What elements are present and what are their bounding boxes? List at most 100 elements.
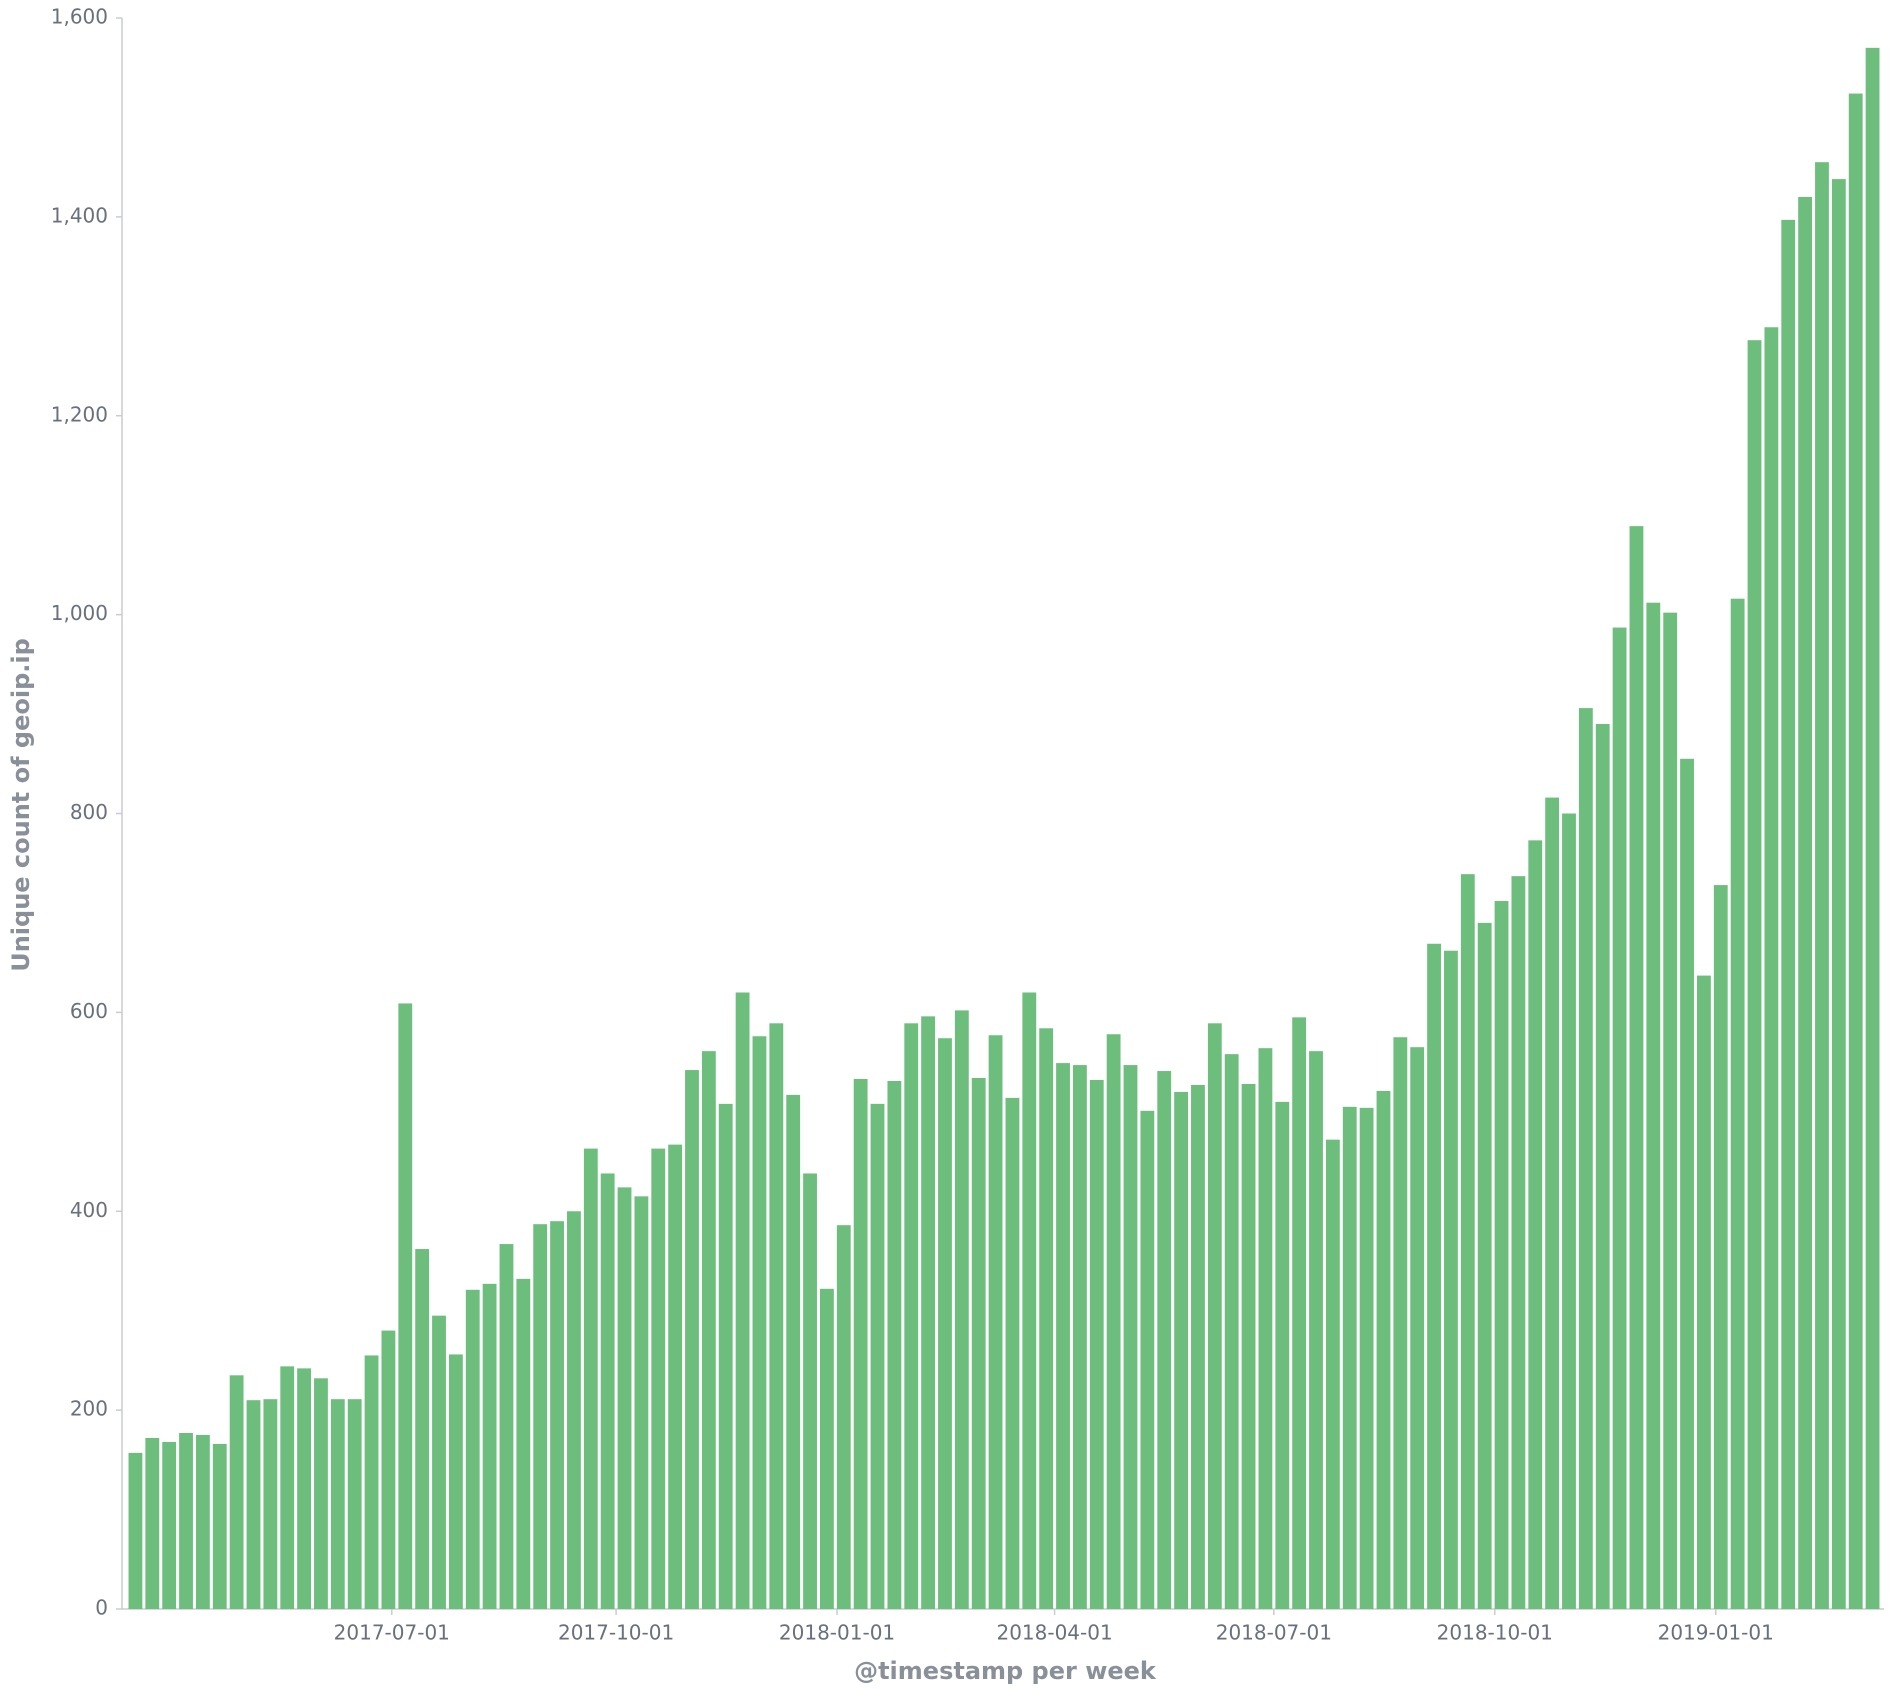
- bar: [1174, 1091, 1189, 1609]
- bar: [128, 1452, 143, 1609]
- bar: [1815, 162, 1829, 1610]
- bar: [1865, 47, 1880, 1609]
- bar: [938, 1038, 952, 1609]
- bar: [145, 1437, 160, 1609]
- bar: [482, 1283, 497, 1609]
- x-tick-label: 2018-01-01: [779, 1621, 895, 1645]
- bar: [432, 1315, 446, 1609]
- bar: [1831, 179, 1846, 1609]
- bar: [769, 1023, 784, 1609]
- bar: [701, 1051, 716, 1609]
- bar: [853, 1078, 868, 1609]
- bar: [1123, 1065, 1138, 1609]
- bar: [921, 1016, 936, 1609]
- bar: [1764, 327, 1779, 1609]
- bar: [1393, 1037, 1408, 1609]
- bar: [398, 1003, 413, 1609]
- bar: [415, 1249, 430, 1609]
- bar: [1275, 1101, 1290, 1609]
- x-tick-label: 2017-10-01: [558, 1621, 674, 1645]
- x-tick-label: 2017-07-01: [334, 1621, 450, 1645]
- bar: [347, 1399, 362, 1609]
- bar: [1578, 708, 1593, 1609]
- bar: [465, 1289, 480, 1609]
- bar: [1039, 1028, 1054, 1609]
- bar: [634, 1196, 649, 1609]
- bar: [1562, 813, 1576, 1609]
- bar: [1342, 1106, 1357, 1609]
- bar: [1157, 1071, 1172, 1609]
- y-tick-label: 1,600: [51, 5, 108, 29]
- bar: [1595, 724, 1610, 1609]
- bar: [1663, 612, 1678, 1609]
- bar: [1680, 758, 1694, 1609]
- bar: [1309, 1051, 1323, 1609]
- bar: [583, 1148, 598, 1609]
- bar: [1612, 627, 1627, 1609]
- bar: [229, 1375, 244, 1609]
- y-tick-label: 1,000: [51, 601, 108, 625]
- bar: [1325, 1139, 1340, 1609]
- bar: [904, 1023, 919, 1609]
- y-tick-label: 400: [70, 1198, 108, 1222]
- bar: [1444, 950, 1458, 1609]
- bar: [1056, 1063, 1070, 1609]
- bar: [1781, 219, 1796, 1609]
- bar: [162, 1441, 177, 1609]
- bar: [600, 1173, 615, 1609]
- bar: [1072, 1065, 1087, 1609]
- y-tick-label: 200: [70, 1397, 108, 1421]
- bar: [685, 1070, 699, 1609]
- bar: [1410, 1047, 1425, 1609]
- bar: [819, 1288, 834, 1609]
- bar: [1511, 876, 1526, 1609]
- bar: [212, 1443, 227, 1609]
- bar: [297, 1368, 312, 1609]
- x-tick-label: 2019-01-01: [1658, 1621, 1774, 1645]
- bar: [752, 1036, 767, 1609]
- bar: [1191, 1084, 1205, 1609]
- bar: [448, 1354, 463, 1609]
- bar: [1224, 1054, 1239, 1609]
- y-tick-label: 600: [70, 999, 108, 1023]
- bar: [887, 1080, 902, 1609]
- bar: [1241, 1083, 1256, 1609]
- bar: [668, 1144, 683, 1609]
- bar: [516, 1278, 531, 1609]
- bar: [246, 1400, 261, 1609]
- bar: [280, 1366, 295, 1609]
- bar: [651, 1148, 666, 1609]
- x-tick-label: 2018-07-01: [1216, 1621, 1332, 1645]
- y-tick-label: 800: [70, 800, 108, 824]
- y-tick-label: 0: [95, 1596, 108, 1620]
- bar: [1477, 922, 1492, 1609]
- bar: [718, 1103, 733, 1609]
- bar: [330, 1399, 345, 1609]
- bar: [870, 1103, 885, 1609]
- bar: [567, 1211, 581, 1609]
- bar: [1696, 975, 1711, 1609]
- x-tick-label: 2018-10-01: [1437, 1621, 1553, 1645]
- bar: [195, 1434, 210, 1609]
- bar: [364, 1355, 379, 1609]
- bar: [1798, 196, 1813, 1609]
- bar: [1545, 797, 1560, 1609]
- bar: [617, 1187, 632, 1609]
- bar: [1730, 598, 1745, 1609]
- x-axis-title: @timestamp per week: [854, 1657, 1157, 1685]
- bar: [1140, 1110, 1155, 1609]
- bar: [1427, 943, 1441, 1609]
- bar: [786, 1094, 801, 1609]
- bar: [499, 1244, 514, 1609]
- bar: [381, 1330, 396, 1609]
- bar: [1747, 340, 1762, 1609]
- bar: [1292, 1017, 1307, 1609]
- bar: [263, 1399, 278, 1609]
- bar: [1258, 1048, 1273, 1609]
- x-tick-label: 2018-04-01: [996, 1621, 1112, 1645]
- bar: [1848, 93, 1863, 1609]
- bar: [314, 1378, 328, 1609]
- bar: [1022, 992, 1037, 1609]
- bar: [179, 1432, 193, 1609]
- bar: [1713, 885, 1728, 1609]
